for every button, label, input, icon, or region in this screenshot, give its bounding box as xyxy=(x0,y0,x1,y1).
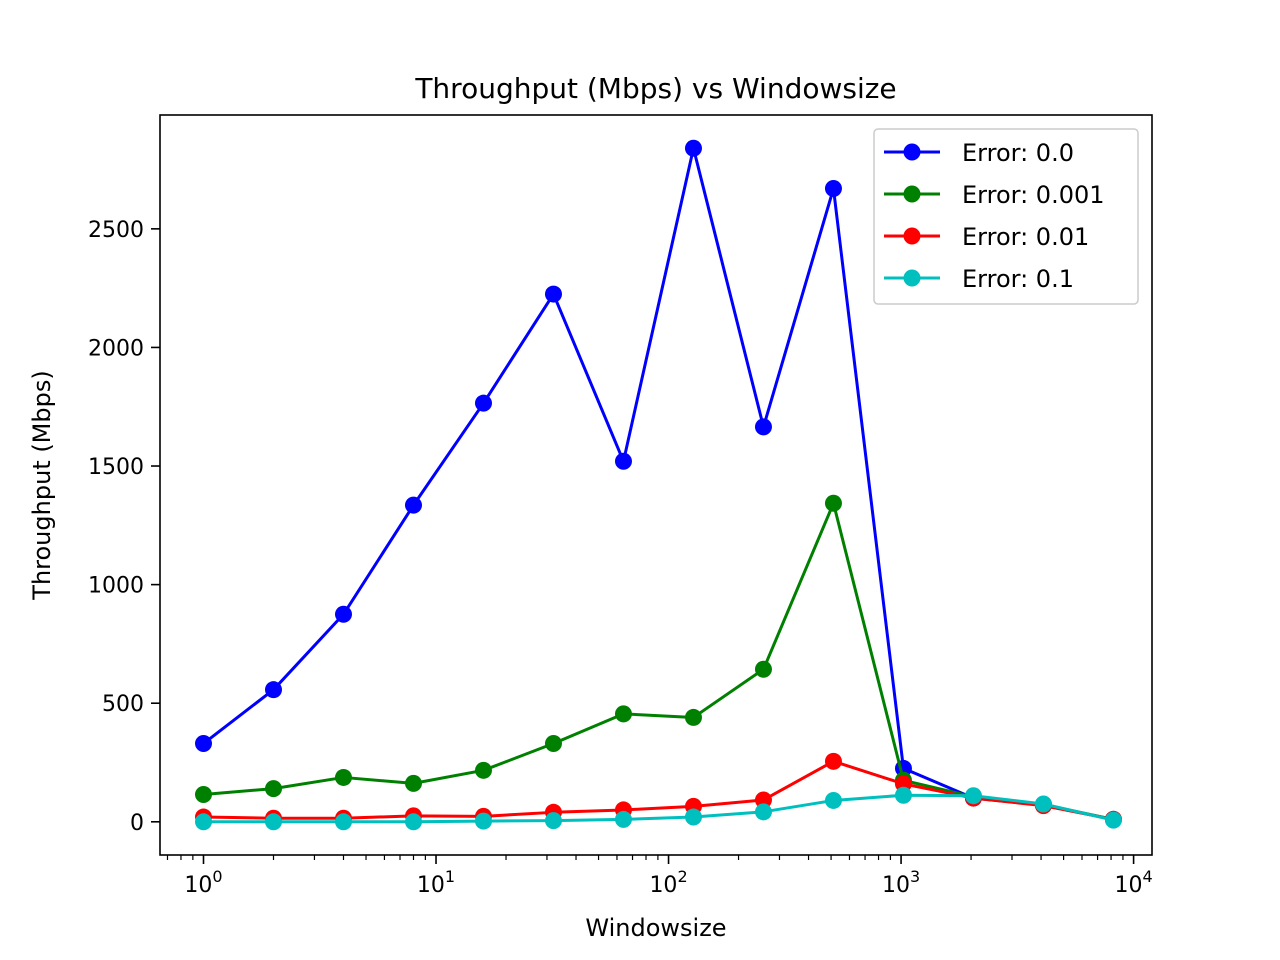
data-point xyxy=(754,803,772,821)
series-line xyxy=(203,793,1114,824)
data-point xyxy=(404,496,422,514)
legend-entry: Error: 0.0 xyxy=(884,139,1074,167)
legend: Error: 0.0 Error: 0.001 Error: 0.01 Error: … xyxy=(873,128,1139,305)
data-point xyxy=(614,452,632,470)
legend-marker xyxy=(903,227,921,245)
data-point xyxy=(544,735,562,753)
legend-label: Error: 0.001 xyxy=(962,181,1105,209)
data-point xyxy=(754,418,772,436)
legend-label: Error: 0.0 xyxy=(962,139,1074,167)
legend-label: Error: 0.01 xyxy=(962,223,1089,251)
data-point xyxy=(684,708,702,726)
data-point xyxy=(824,752,842,770)
data-point xyxy=(754,791,772,809)
data-point xyxy=(614,810,632,828)
data-point xyxy=(824,494,842,512)
legend-marker xyxy=(903,143,921,161)
x-axis-ticks: 100 101 102 103 104 xyxy=(166,855,1153,898)
data-point xyxy=(754,660,772,678)
data-point xyxy=(404,774,422,792)
data-point xyxy=(334,605,352,623)
x-tick-label: 102 xyxy=(649,867,687,898)
y-tick-label: 1000 xyxy=(88,574,144,599)
y-tick-label: 1500 xyxy=(88,455,144,480)
series-3 xyxy=(195,786,1122,831)
y-axis-ticks: 0 500 1000 1500 2000 2500 xyxy=(88,218,160,836)
data-point xyxy=(264,780,282,798)
legend-marker xyxy=(903,185,921,203)
y-axis-label: Throughput (Mbps) xyxy=(28,370,56,600)
data-point xyxy=(684,808,702,826)
x-axis-label: Windowsize xyxy=(585,914,726,942)
data-point xyxy=(474,394,492,412)
x-tick-label: 103 xyxy=(882,867,920,898)
data-point xyxy=(404,813,422,831)
legend-entry: Error: 0.1 xyxy=(884,265,1074,293)
x-tick-label: 101 xyxy=(417,867,455,898)
data-point xyxy=(195,813,213,831)
data-point xyxy=(264,681,282,699)
legend-marker xyxy=(903,269,921,287)
y-tick-label: 2000 xyxy=(88,336,144,361)
data-point xyxy=(474,761,492,779)
y-tick-label: 0 xyxy=(130,811,144,836)
data-point xyxy=(964,787,982,805)
legend-box xyxy=(873,128,1139,305)
data-point xyxy=(824,791,842,809)
data-point xyxy=(334,768,352,786)
legend-entry: Error: 0.001 xyxy=(884,181,1105,209)
axes-frame xyxy=(159,114,1153,856)
y-tick-label: 2500 xyxy=(88,218,144,243)
series-line xyxy=(203,501,1114,821)
data-point xyxy=(544,285,562,303)
data-point xyxy=(264,813,282,831)
x-tick-label: 100 xyxy=(184,867,222,898)
data-point xyxy=(474,812,492,830)
data-point xyxy=(614,705,632,723)
data-point xyxy=(1034,795,1052,813)
data-point xyxy=(684,139,702,157)
plot-area xyxy=(159,114,1153,856)
data-point xyxy=(195,786,213,804)
data-point xyxy=(894,786,912,804)
y-tick-label: 500 xyxy=(102,692,144,717)
data-point xyxy=(824,180,842,198)
legend-entry: Error: 0.01 xyxy=(884,223,1089,251)
chart-title: Throughput (Mbps) vs Windowsize xyxy=(414,72,896,105)
legend-label: Error: 0.1 xyxy=(962,265,1074,293)
data-point xyxy=(195,735,213,753)
x-tick-label: 104 xyxy=(1114,867,1152,898)
data-point xyxy=(1104,811,1122,829)
data-point xyxy=(544,812,562,830)
data-point xyxy=(334,813,352,831)
